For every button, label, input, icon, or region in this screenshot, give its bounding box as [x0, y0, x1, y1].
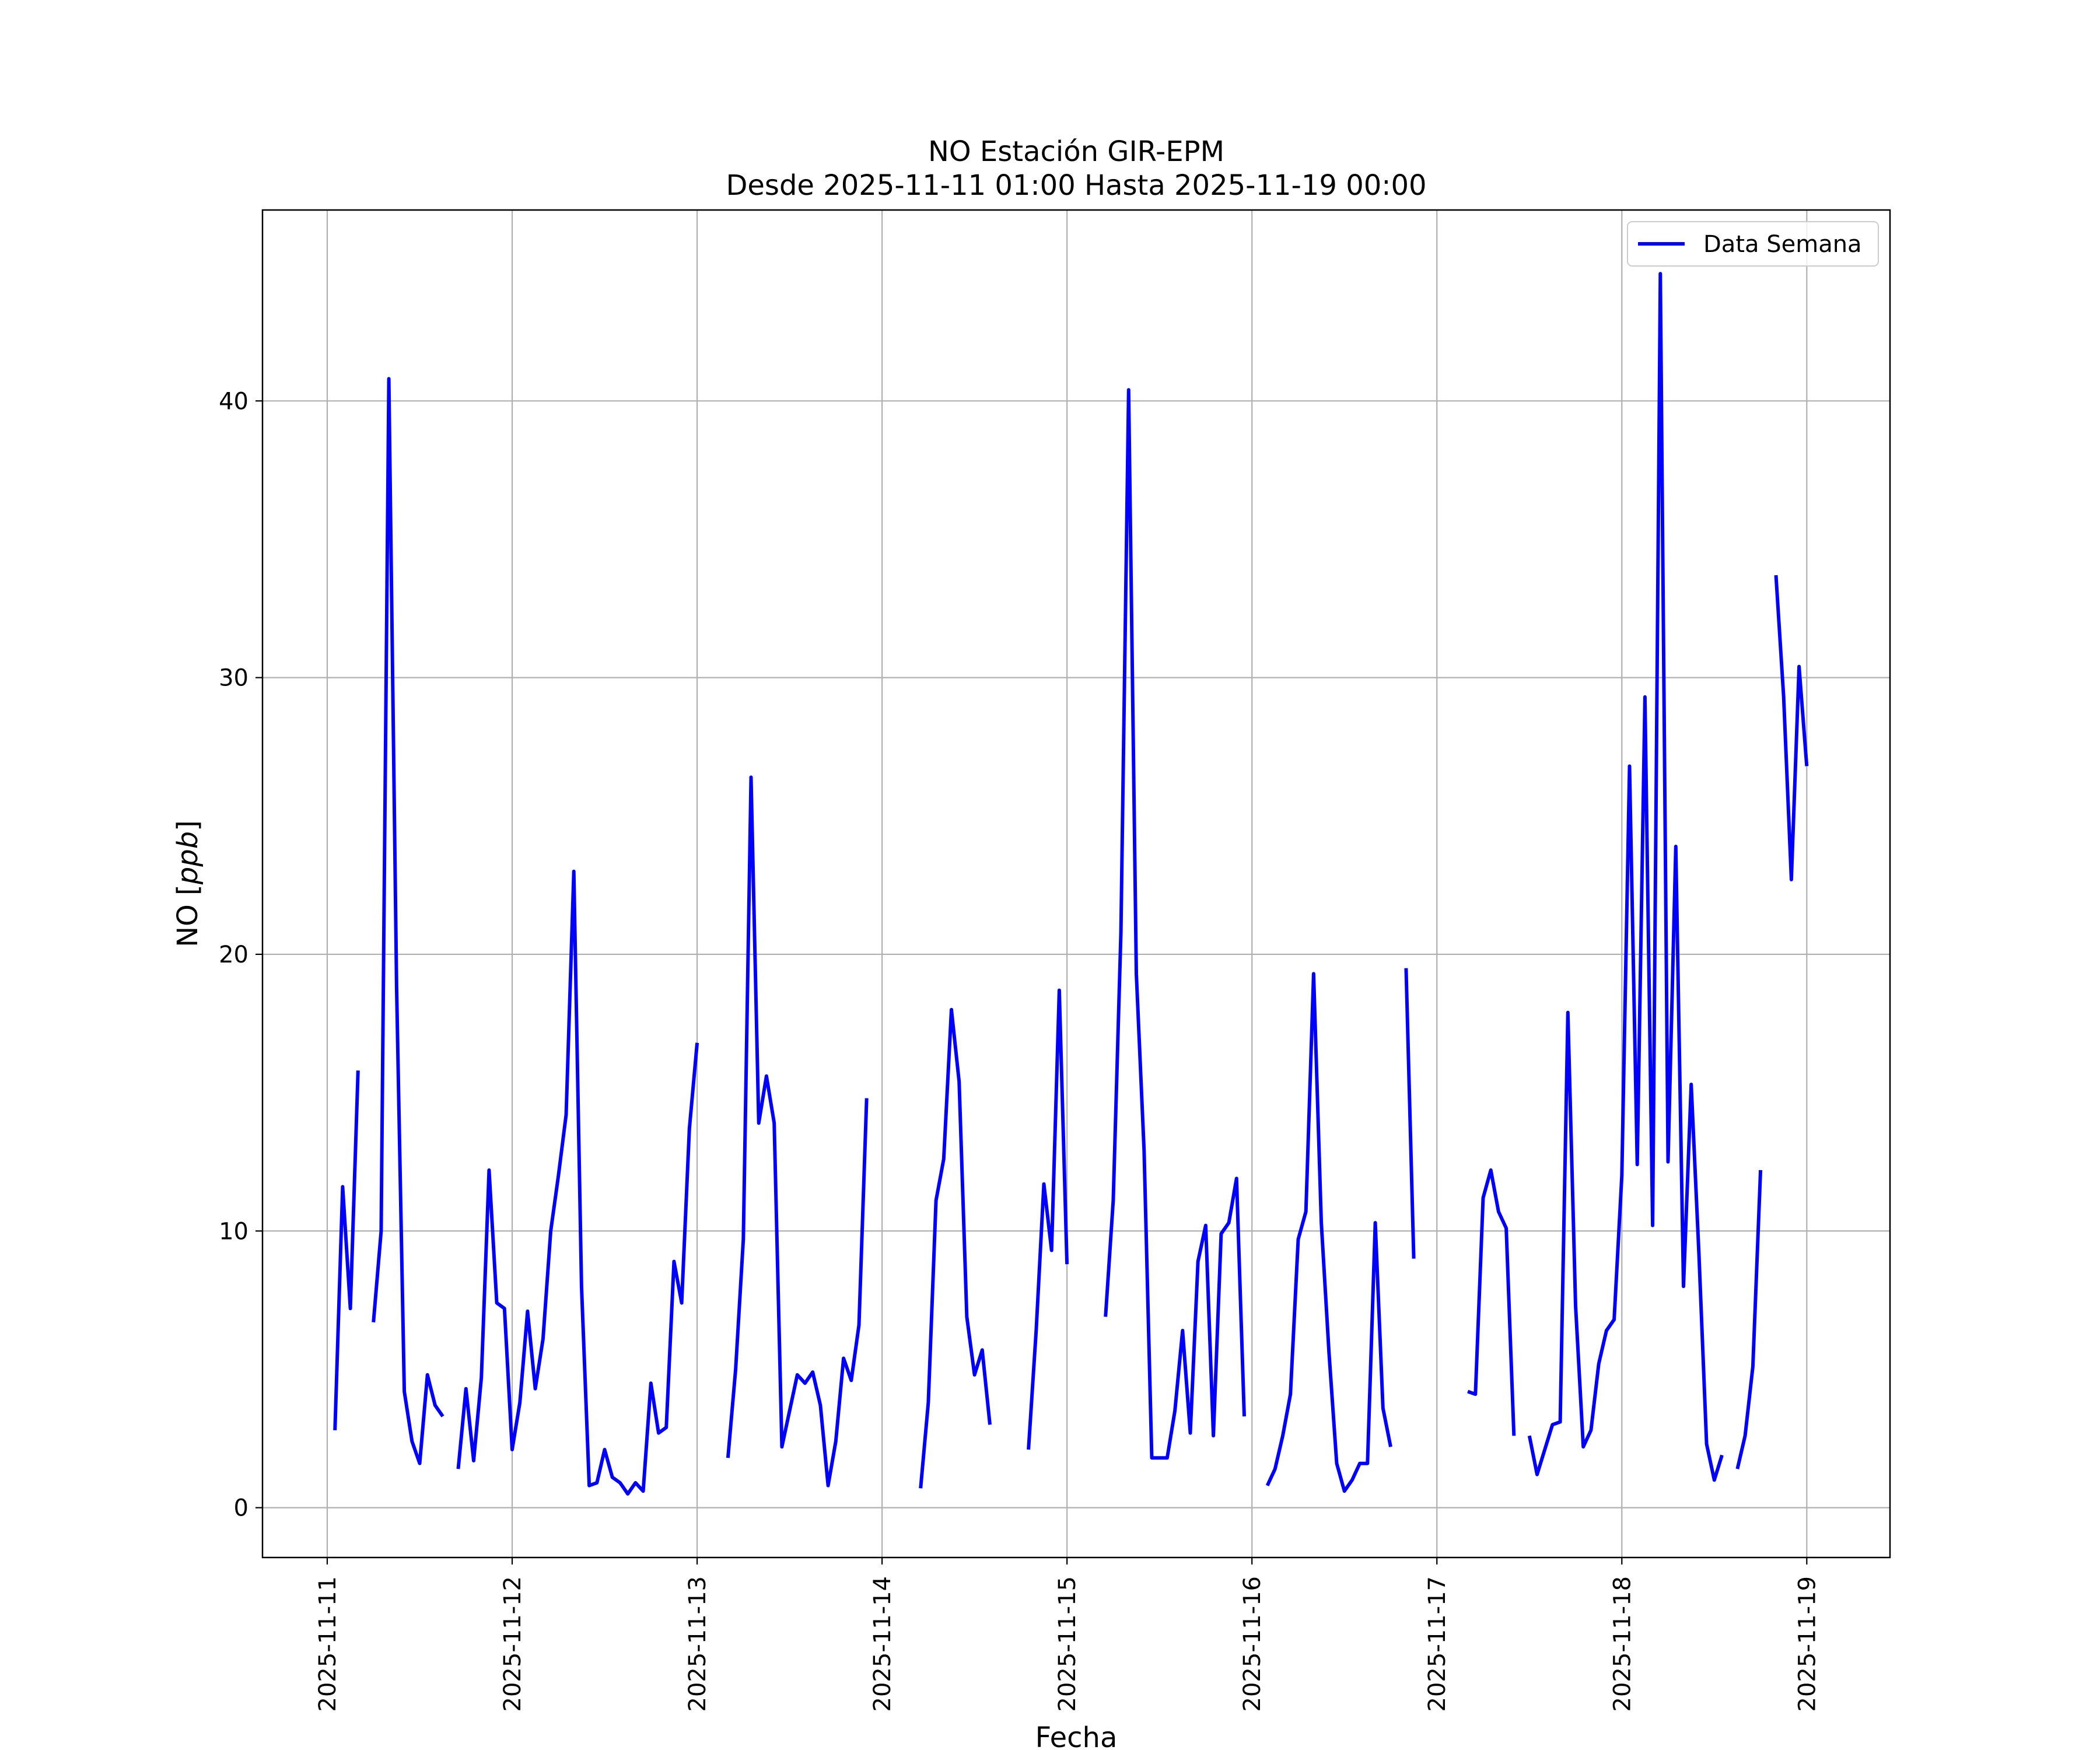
series-line-segment: [372, 377, 444, 1465]
plot-frame: [261, 209, 1891, 1559]
series-line-segment: [1104, 388, 1246, 1460]
series-line-segment: [919, 1007, 992, 1489]
y-axis-label: NO [ppb]: [172, 820, 204, 947]
series-line-segment: [456, 869, 699, 1496]
y-axis: 0 10 20 30 40: [219, 388, 262, 1522]
legend: Data Semana: [1627, 221, 1879, 267]
x-axis-label: Fecha: [1035, 1721, 1118, 1750]
chart-subtitle: Desde 2025-11-11 01:00 Hasta 2025-11-19 …: [726, 169, 1426, 202]
x-tick-label: 2025-11-18: [1609, 1576, 1636, 1712]
x-axis: 2025-11-11 2025-11-12 2025-11-13 2025-11-14…: [314, 1558, 1821, 1712]
x-tick-label: 2025-11-11: [314, 1576, 341, 1712]
x-tick-label: 2025-11-12: [499, 1576, 526, 1712]
series-line-segment: [1735, 1170, 1763, 1469]
y-axis-label-end: ]: [172, 820, 204, 831]
series-line-segment: [1404, 968, 1416, 1259]
series-line-segment: [333, 1070, 360, 1430]
x-tick-label: 2025-11-13: [684, 1576, 711, 1712]
x-tick-label: 2025-11-14: [869, 1576, 896, 1712]
x-tick-label: 2025-11-15: [1054, 1576, 1081, 1712]
y-tick-label: 0: [234, 1495, 249, 1522]
y-axis-label-unit: ppb: [172, 831, 204, 885]
y-tick-label: 20: [219, 942, 249, 968]
y-tick-label: 10: [219, 1218, 249, 1245]
y-axis-label-main: NO [: [172, 884, 204, 947]
chart-title: NO Estación GIR-EPM: [928, 135, 1224, 168]
x-tick-label: 2025-11-17: [1424, 1576, 1451, 1712]
x-tick-label: 2025-11-16: [1239, 1576, 1266, 1712]
series-layer: [333, 272, 1809, 1496]
series-line-segment: [1265, 972, 1392, 1493]
legend-label-data-semana: Data Semana: [1703, 231, 1862, 258]
series-line-segment: [1774, 575, 1809, 881]
series-line-segment: [1527, 272, 1724, 1482]
legend-box: [1627, 221, 1879, 267]
series-line-segment: [726, 775, 869, 1488]
y-tick-label: 30: [219, 665, 249, 692]
series-line-segment: [1467, 1168, 1516, 1436]
y-tick-label: 40: [219, 388, 249, 415]
x-tick-label: 2025-11-19: [1794, 1576, 1821, 1712]
series-line-segment: [1027, 988, 1069, 1450]
